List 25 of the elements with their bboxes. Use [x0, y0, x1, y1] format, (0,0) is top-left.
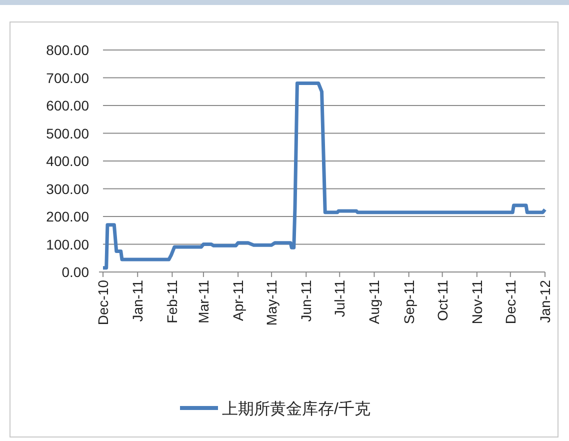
x-tick-label: Jan-12: [537, 280, 553, 323]
x-tick-label: Dec-10: [95, 280, 111, 326]
x-tick-label: Feb-11: [164, 280, 180, 324]
y-tick-label: 800.00: [46, 42, 90, 58]
x-tick-label: May-11: [264, 280, 280, 326]
y-tick-label: 200.00: [46, 208, 90, 224]
y-tick-label: 300.00: [46, 180, 90, 197]
y-tick-label: 100.00: [46, 236, 90, 252]
x-tick-label: Sep-11: [400, 280, 417, 324]
y-tick-label: 0.00: [62, 264, 90, 280]
legend-label: 上期所黄金库存/千克: [222, 400, 370, 418]
x-tick-label: Jul-11: [332, 280, 348, 318]
y-tick-label: 600.00: [46, 98, 90, 114]
x-tick-label: Jan-11: [130, 280, 146, 322]
x-tick-label: Dec-11: [502, 280, 518, 324]
legend: 上期所黄金库存/千克: [180, 401, 370, 418]
x-tick-label: Aug-11: [366, 280, 382, 324]
y-tick-label: 700.00: [46, 70, 90, 86]
x-tick-label: Mar-11: [195, 280, 212, 324]
x-tick-label: Nov-11: [468, 280, 485, 324]
x-tick-label: Apr-11: [230, 280, 246, 321]
x-tick-label: Jun-11: [298, 280, 314, 322]
y-tick-label: 400.00: [46, 153, 90, 169]
x-tick-label: Oct-11: [434, 280, 450, 321]
y-tick-label: 500.00: [46, 125, 90, 142]
